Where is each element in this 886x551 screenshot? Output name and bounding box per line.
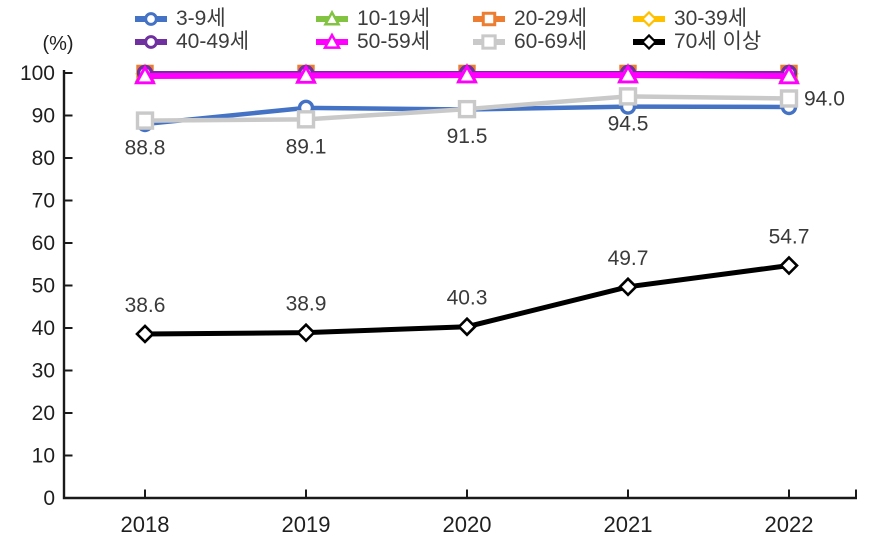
square-marker-icon	[296, 110, 316, 129]
legend-item-6: 60-69세	[472, 31, 632, 52]
diamond-marker-icon	[135, 324, 155, 344]
legend-square-marker-icon	[473, 11, 505, 26]
square-marker-icon	[779, 89, 799, 108]
y-tick-label: 40	[32, 317, 55, 340]
legend-diamond-marker-icon	[633, 10, 665, 27]
data-label: 89.1	[286, 135, 327, 158]
legend-label: 40-49세	[176, 30, 250, 53]
diamond-marker-icon	[779, 255, 799, 276]
chart-legend: 3-9세 10-19세 20-29세 30-39세 40-49세 50-59세 60-69세…	[134, 7, 761, 53]
legend-square-marker-icon	[473, 33, 505, 50]
y-tick-label: 60	[32, 232, 55, 255]
legend-item-0: 3-9세	[134, 8, 315, 29]
legend-triangle-marker-icon	[316, 9, 348, 25]
legend-circle-marker-icon	[135, 11, 167, 26]
diamond-marker-icon	[457, 316, 477, 337]
diamond-marker-icon	[640, 33, 658, 50]
legend-item-4: 40-49세	[134, 31, 315, 52]
triangle-marker-icon	[323, 9, 341, 25]
square-marker-icon	[481, 11, 497, 26]
triangle-marker-icon	[456, 63, 478, 84]
diamond-marker-icon	[296, 322, 316, 343]
y-tick-label: 50	[32, 275, 55, 298]
legend-label: 20-29세	[514, 7, 588, 30]
x-tick-label: 2020	[443, 512, 492, 537]
legend-label: 70세 이상	[674, 30, 762, 53]
legend-item-3: 30-39세	[632, 8, 761, 29]
triangle-marker-icon	[322, 31, 342, 49]
legend-label: 10-19세	[357, 7, 431, 30]
triangle-marker-icon	[295, 64, 317, 84]
circle-marker-icon	[144, 34, 158, 49]
y-tick-label: 90	[32, 105, 55, 128]
circle-marker-icon	[144, 11, 158, 26]
data-label: 38.9	[286, 293, 327, 316]
data-label: 88.8	[125, 137, 166, 160]
data-label: 94.0	[804, 88, 845, 111]
data-label: 91.5	[447, 125, 488, 148]
square-marker-icon	[481, 33, 497, 50]
legend-triangle-marker-icon	[316, 31, 348, 49]
square-marker-icon	[135, 111, 155, 130]
square-marker-icon	[618, 87, 638, 106]
square-marker-icon	[457, 99, 477, 119]
data-label: 54.7	[769, 226, 810, 249]
y-tick-label: 0	[43, 487, 55, 510]
series-6: 88.8 89.1 91.5 94.5 94.0	[125, 87, 845, 160]
data-label: 40.3	[447, 287, 488, 310]
x-tick-label: 2019	[282, 512, 331, 537]
diamond-marker-icon	[640, 10, 658, 27]
y-tick-label: 20	[32, 402, 55, 425]
triangle-marker-icon	[617, 63, 639, 84]
y-tick-label: 80	[32, 147, 55, 170]
x-tick-label: 2021	[604, 512, 653, 537]
legend-item-7: 70세 이상	[632, 31, 761, 52]
legend-label: 50-59세	[357, 30, 431, 53]
data-label: 94.5	[608, 112, 649, 135]
series-7: 38.6 38.9 40.3 49.7 54.7	[125, 226, 810, 344]
legend-diamond-marker-icon	[633, 33, 665, 50]
x-tick-label: 2022	[765, 512, 814, 537]
legend-circle-marker-icon	[135, 34, 167, 49]
data-label: 38.6	[125, 294, 166, 317]
diamond-marker-icon	[618, 276, 638, 297]
y-tick-label: 30	[32, 360, 55, 383]
legend-label: 30-39세	[674, 7, 748, 30]
y-tick-label: 70	[32, 190, 55, 213]
y-tick-label: 100	[20, 62, 55, 85]
series-5	[134, 63, 800, 85]
legend-label: 3-9세	[176, 7, 226, 30]
data-label: 49.7	[608, 247, 649, 270]
y-axis-unit-label: (%)	[42, 33, 73, 55]
legend-item-2: 20-29세	[472, 8, 632, 29]
legend-label: 60-69세	[514, 30, 588, 53]
x-tick-label: 2018	[121, 512, 170, 537]
legend-item-5: 50-59세	[315, 31, 472, 52]
y-tick-label: 10	[32, 445, 55, 468]
triangle-marker-icon	[134, 64, 156, 85]
legend-item-1: 10-19세	[315, 8, 472, 29]
triangle-marker-icon	[778, 64, 800, 85]
